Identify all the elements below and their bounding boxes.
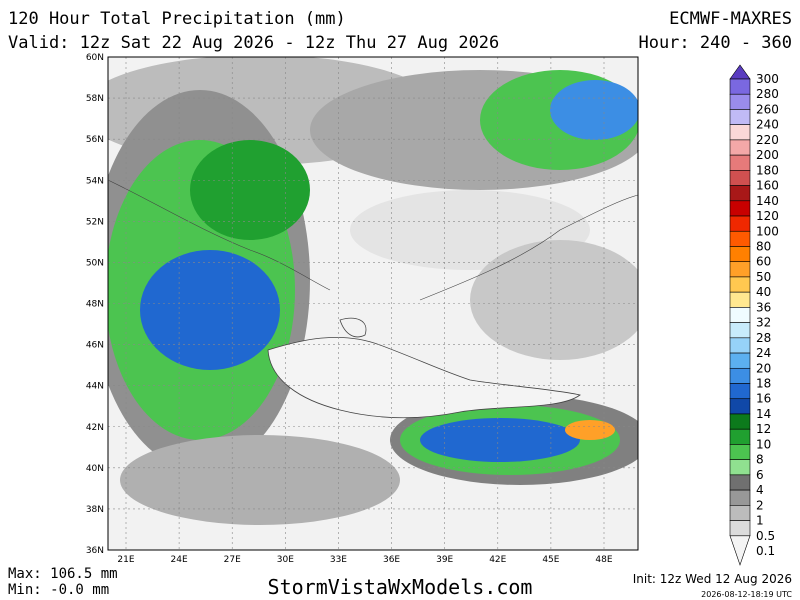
init: Init: 12z Wed 12 Aug 2026 bbox=[633, 572, 792, 586]
model: ECMWF-MAXRES bbox=[669, 9, 792, 29]
colorbar-label: 20 bbox=[756, 361, 771, 375]
colorbar-swatch bbox=[729, 337, 751, 354]
colorbar-label: 8 bbox=[756, 453, 764, 467]
colorbar-swatch bbox=[729, 170, 751, 186]
map-frame bbox=[107, 56, 639, 551]
colorbar-swatch bbox=[729, 459, 751, 476]
colorbar-label: 120 bbox=[756, 209, 779, 223]
valid: Valid: 12z Sat 22 Aug 2026 - 12z Thu 27 … bbox=[8, 33, 499, 53]
colorbar-swatch bbox=[729, 261, 751, 278]
colorbar-label: 60 bbox=[756, 255, 771, 269]
colorbar-label: 200 bbox=[756, 148, 779, 162]
colorbar-swatch bbox=[729, 124, 751, 141]
colorbar-cap bbox=[729, 535, 751, 566]
lon-label: 42E bbox=[489, 555, 506, 565]
colorbar-swatch bbox=[729, 367, 751, 384]
lat-label: 54N bbox=[86, 176, 104, 186]
colorbar-label: 12 bbox=[756, 422, 771, 436]
lat-label: 36N bbox=[86, 546, 104, 556]
colorbar-swatch bbox=[729, 215, 751, 232]
lon-label: 36E bbox=[383, 555, 400, 565]
colorbar-label: 260 bbox=[756, 102, 779, 116]
min-value: Min: -0.0 mm bbox=[8, 582, 109, 598]
colorbar-label: 2 bbox=[756, 498, 764, 512]
lat-label: 42N bbox=[86, 423, 104, 433]
colorbar-label: 36 bbox=[756, 300, 771, 314]
colorbar-label: 0.1 bbox=[756, 544, 775, 558]
colorbar-label: 32 bbox=[756, 316, 771, 330]
lon-label: 33E bbox=[330, 555, 347, 565]
lon-label: 48E bbox=[595, 555, 612, 565]
colorbar-label: 240 bbox=[756, 118, 779, 132]
colorbar-label: 1 bbox=[756, 514, 764, 528]
hour: Hour: 240 - 360 bbox=[638, 33, 792, 53]
colorbar-label: 4 bbox=[756, 483, 764, 497]
colorbar-label: 16 bbox=[756, 392, 771, 406]
colorbar-label: 220 bbox=[756, 133, 779, 147]
max-value: Max: 106.5 mm bbox=[8, 566, 118, 582]
colorbar-swatch bbox=[729, 230, 751, 247]
colorbar-label: 40 bbox=[756, 285, 771, 299]
lat-label: 58N bbox=[86, 94, 104, 104]
colorbar-swatch bbox=[729, 78, 751, 95]
precip-field bbox=[108, 57, 638, 550]
colorbar-label: 160 bbox=[756, 179, 779, 193]
lon-label: 39E bbox=[436, 555, 453, 565]
lon-label: 27E bbox=[224, 555, 241, 565]
lat-label: 38N bbox=[86, 505, 104, 515]
title: 120 Hour Total Precipitation (mm) bbox=[8, 9, 346, 29]
colorbar-swatch bbox=[729, 352, 751, 369]
colorbar-label: 24 bbox=[756, 346, 771, 360]
colorbar-label: 140 bbox=[756, 194, 779, 208]
colorbar-swatch bbox=[729, 398, 751, 415]
site: StormVistaWxModels.com bbox=[268, 575, 533, 599]
lat-label: 46N bbox=[86, 341, 104, 351]
colorbar-swatch bbox=[729, 185, 751, 202]
colorbar-label: 28 bbox=[756, 331, 771, 345]
colorbar-swatch bbox=[729, 474, 751, 491]
colorbar-swatch bbox=[729, 200, 751, 217]
colorbar-swatch bbox=[729, 93, 751, 110]
colorbar-swatch bbox=[729, 520, 751, 537]
colorbar-label: 6 bbox=[756, 468, 764, 482]
colorbar-swatch bbox=[729, 428, 751, 445]
colorbar-label: 280 bbox=[756, 87, 779, 101]
colorbar-swatch bbox=[729, 291, 751, 308]
colorbar-cap bbox=[729, 64, 751, 80]
colorbar-label: 14 bbox=[756, 407, 771, 421]
colorbar-swatch bbox=[729, 109, 751, 125]
colorbar-swatch bbox=[729, 139, 751, 156]
colorbar-label: 180 bbox=[756, 163, 779, 177]
lon-label: 30E bbox=[277, 555, 294, 565]
colorbar-swatch bbox=[729, 489, 751, 506]
colorbar-swatch bbox=[729, 505, 751, 521]
lat-label: 48N bbox=[86, 300, 104, 310]
colorbar-label: 50 bbox=[756, 270, 771, 284]
colorbar-label: 80 bbox=[756, 239, 771, 253]
lat-label: 60N bbox=[86, 53, 104, 63]
colorbar-label: 300 bbox=[756, 72, 779, 86]
colorbar-label: 18 bbox=[756, 377, 771, 391]
lon-label: 24E bbox=[171, 555, 188, 565]
colorbar-swatch bbox=[729, 383, 751, 400]
colorbar-label: 0.5 bbox=[756, 529, 775, 543]
colorbar-swatch bbox=[729, 154, 751, 171]
colorbar-swatch bbox=[729, 444, 751, 460]
lon-label: 45E bbox=[542, 555, 559, 565]
colorbar-label: 10 bbox=[756, 437, 771, 451]
lat-label: 56N bbox=[86, 135, 104, 145]
colorbar-swatch bbox=[729, 246, 751, 263]
lon-label: 21E bbox=[117, 555, 134, 565]
colorbar-swatch bbox=[729, 322, 751, 339]
lat-label: 52N bbox=[86, 217, 104, 227]
colorbar-swatch bbox=[729, 413, 751, 430]
colorbar-label: 100 bbox=[756, 224, 779, 238]
lat-label: 40N bbox=[86, 464, 104, 474]
colorbar-swatch bbox=[729, 276, 751, 293]
lat-label: 44N bbox=[86, 382, 104, 392]
lat-label: 50N bbox=[86, 258, 104, 268]
colorbar-swatch bbox=[729, 307, 751, 323]
timestamp: 2026-08-12-18:19 UTC bbox=[701, 590, 792, 599]
